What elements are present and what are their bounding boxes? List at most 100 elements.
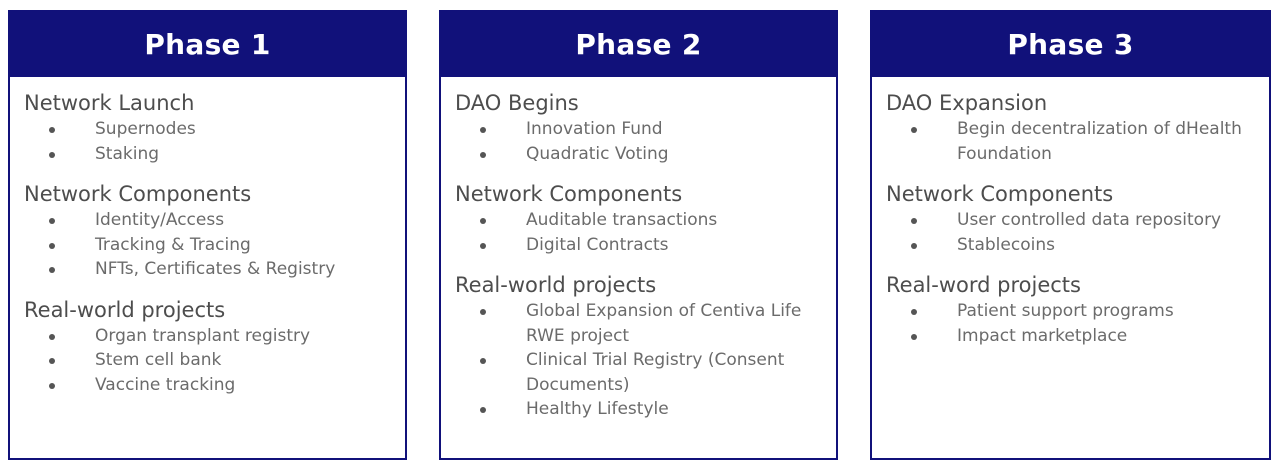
bullet-icon xyxy=(480,242,486,249)
item-text: Staking xyxy=(95,143,160,164)
bullet-icon xyxy=(480,218,486,224)
section-heading: Network Components xyxy=(886,182,1114,206)
list-item: Auditable transactions xyxy=(455,208,836,233)
bullet-icon xyxy=(49,267,55,273)
item-text: Auditable transactions xyxy=(526,210,718,230)
list-item: Impact marketplace xyxy=(886,324,1269,349)
bullet-list: User controlled data repository Stableco… xyxy=(886,208,1269,257)
item-text: Supernodes xyxy=(95,119,196,139)
list-item: NFTs, Certificates & Registry xyxy=(24,257,405,282)
phase-header: Phase 3 xyxy=(872,12,1269,77)
section-heading: DAO Expansion xyxy=(886,91,1048,115)
item-text: Stablecoins xyxy=(957,234,1055,255)
bullet-icon xyxy=(49,242,55,249)
bullet-list: Global Expansion of Centiva Life RWE pro… xyxy=(455,299,836,422)
bullet-icon xyxy=(480,309,486,315)
bullet-icon xyxy=(911,309,917,315)
list-item: Supernodes xyxy=(24,117,405,142)
item-text: Innovation Fund xyxy=(526,119,663,139)
list-item: Global Expansion of Centiva Life RWE pro… xyxy=(455,299,836,348)
bullet-list: Begin decentralization of dHealth Founda… xyxy=(886,117,1269,166)
bullet-icon xyxy=(911,127,917,133)
phase-body: DAO Begins Innovation Fund Quadratic Vot… xyxy=(441,77,836,422)
section-heading: Real-word projects xyxy=(886,273,1081,297)
phase-title: Phase 1 xyxy=(144,28,271,61)
item-text: Patient support programs xyxy=(957,301,1174,321)
item-text: Organ transplant registry xyxy=(95,325,311,346)
list-item: Innovation Fund xyxy=(455,117,836,142)
item-text: Identity/Access xyxy=(95,210,225,230)
phase-title: Phase 2 xyxy=(575,28,702,61)
item-text: Vaccine tracking xyxy=(95,374,236,395)
phase-card-3: Phase 3 DAO Expansion Begin decentraliza… xyxy=(870,10,1271,460)
list-item: Clinical Trial Registry (Consent Documen… xyxy=(455,348,836,397)
phase-title: Phase 3 xyxy=(1007,28,1134,61)
section-heading: Network Components xyxy=(455,182,683,206)
bullet-icon xyxy=(911,333,917,340)
section-real-world-projects: Real-world projects Global Expansion of … xyxy=(455,271,836,422)
phase-body: DAO Expansion Begin decentralization of … xyxy=(872,77,1269,348)
list-item: User controlled data repository xyxy=(886,208,1269,233)
section-heading: DAO Begins xyxy=(455,91,579,115)
bullet-icon xyxy=(480,151,486,158)
bullet-icon xyxy=(480,358,486,364)
list-item: Quadratic Voting xyxy=(455,142,836,167)
section-heading: Network Components xyxy=(24,182,252,206)
item-text: NFTs, Certificates & Registry xyxy=(95,259,336,279)
list-item: Identity/Access xyxy=(24,208,405,233)
bullet-icon xyxy=(49,333,55,340)
section-network-components: Network Components User controlled data … xyxy=(886,180,1269,257)
section-heading: Real-world projects xyxy=(455,273,657,297)
item-text: Quadratic Voting xyxy=(526,143,669,164)
section-real-world-projects: Real-world projects Organ transplant reg… xyxy=(24,296,405,398)
item-text: Global Expansion of Centiva Life RWE pro… xyxy=(526,301,802,346)
item-text: Stem cell bank xyxy=(95,350,222,370)
bullet-list: Auditable transactions Digital Contracts xyxy=(455,208,836,257)
list-item: Staking xyxy=(24,142,405,167)
phase-card-1: Phase 1 Network Launch Supernodes Stakin… xyxy=(8,10,407,460)
bullet-list: Organ transplant registry Stem cell bank… xyxy=(24,324,405,398)
bullet-list: Identity/Access Tracking & Tracing NFTs,… xyxy=(24,208,405,282)
item-text: Digital Contracts xyxy=(526,234,669,255)
list-item: Healthy Lifestyle xyxy=(455,397,836,422)
section-network-components: Network Components Auditable transaction… xyxy=(455,180,836,257)
list-item: Stablecoins xyxy=(886,233,1269,258)
bullet-list: Supernodes Staking xyxy=(24,117,405,166)
section-dao-expansion: DAO Expansion Begin decentralization of … xyxy=(886,89,1269,166)
bullet-icon xyxy=(480,407,486,413)
bullet-list: Innovation Fund Quadratic Voting xyxy=(455,117,836,166)
list-item: Tracking & Tracing xyxy=(24,233,405,258)
section-network-launch: Network Launch Supernodes Staking xyxy=(24,89,405,166)
item-text: Tracking & Tracing xyxy=(95,234,251,255)
item-text: Healthy Lifestyle xyxy=(526,399,669,419)
list-item: Vaccine tracking xyxy=(24,373,405,398)
section-heading: Real-world projects xyxy=(24,297,226,322)
bullet-icon xyxy=(480,127,486,133)
bullet-icon xyxy=(49,127,55,133)
section-real-word-projects: Real-word projects Patient support progr… xyxy=(886,271,1269,348)
list-item: Begin decentralization of dHealth Founda… xyxy=(886,117,1269,166)
bullet-icon xyxy=(49,358,55,364)
section-heading: Network Launch xyxy=(24,91,195,115)
bullet-icon xyxy=(49,218,55,224)
phase-card-2: Phase 2 DAO Begins Innovation Fund Quadr… xyxy=(439,10,838,460)
item-text: User controlled data repository xyxy=(957,210,1222,230)
list-item: Stem cell bank xyxy=(24,348,405,373)
phase-body: Network Launch Supernodes Staking Networ… xyxy=(10,77,405,397)
section-network-components: Network Components Identity/Access Track… xyxy=(24,180,405,282)
bullet-icon xyxy=(49,151,55,158)
list-item: Organ transplant registry xyxy=(24,324,405,349)
bullet-icon xyxy=(49,382,55,389)
list-item: Patient support programs xyxy=(886,299,1269,324)
bullet-list: Patient support programs Impact marketpl… xyxy=(886,299,1269,348)
list-item: Digital Contracts xyxy=(455,233,836,258)
bullet-icon xyxy=(911,218,917,224)
bullet-icon xyxy=(911,242,917,249)
item-text: Impact marketplace xyxy=(957,325,1128,346)
item-text: Clinical Trial Registry (Consent Documen… xyxy=(526,350,785,395)
phase-header: Phase 1 xyxy=(10,12,405,77)
section-dao-begins: DAO Begins Innovation Fund Quadratic Vot… xyxy=(455,89,836,166)
item-text: Begin decentralization of dHealth Founda… xyxy=(957,119,1242,164)
phase-header: Phase 2 xyxy=(441,12,836,77)
